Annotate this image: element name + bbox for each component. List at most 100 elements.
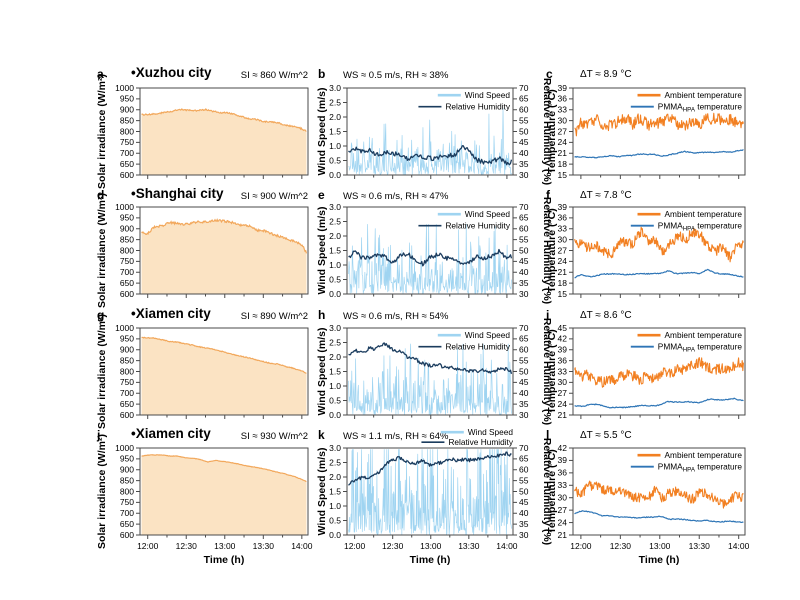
subplot-h-wind-humidity: h WS ≈ 0.6 m/s, RH ≈ 54% 0.0 0.5 1.0 1.5 2.0…: [315, 303, 560, 425]
y2-tick-label: 45: [519, 377, 529, 387]
y-tick-label: 750: [120, 137, 134, 147]
series-solar-irradiance-fill: [141, 109, 307, 175]
y-tick-label: 2.5: [329, 216, 341, 226]
panel-label-h: h: [318, 308, 326, 322]
y-tick-label: 900: [120, 224, 134, 234]
y-tick-label: 15: [558, 289, 568, 299]
y-tick-label: 600: [120, 530, 134, 540]
series-solar-irradiance-fill: [141, 219, 307, 294]
series-wind-speed: [348, 224, 512, 295]
y2-tick-label: 60: [519, 105, 529, 115]
y-tick-label: 24: [558, 137, 568, 147]
y-tick-label: 0.0: [329, 530, 341, 540]
plot-title-dt-l: ΔT ≈ 5.5 °C: [580, 430, 632, 441]
panel-label-c: c: [546, 67, 553, 81]
legend-label-wind-speed: Wind Speed: [465, 330, 511, 340]
y-axis-label: Solar irradiance (W/m²): [96, 434, 108, 549]
panel-label-d: d: [97, 188, 105, 202]
y2-tick-label: 40: [519, 388, 529, 398]
y-tick-label: 24: [558, 256, 568, 266]
y-tick-label: 27: [558, 505, 568, 515]
series-relative-humidity: [348, 248, 513, 267]
y-tick-label: 750: [120, 377, 134, 387]
y-tick-label: 850: [120, 115, 134, 125]
subplot-f-temperature: f ΔT ≈ 7.8 °C 15 18 21 24 27 30 33 36 39 Temperat…: [540, 183, 772, 303]
y-tick-label: 33: [558, 105, 568, 115]
y-tick-label: 1.0: [329, 260, 341, 270]
y2-tick-label: 35: [519, 519, 529, 529]
y2-axis-label: Relative Humidity (%): [541, 197, 553, 304]
y2-axis-label: Relative Humidity (%): [541, 78, 553, 185]
legend-label-wind-speed: Wind Speed: [465, 209, 511, 219]
y-tick-label: 600: [120, 289, 134, 299]
y-tick-label: 21: [558, 410, 568, 420]
x-tick-label: 13:00: [649, 541, 671, 551]
y-tick-label: 3.0: [329, 443, 341, 453]
y-tick-label: 950: [120, 334, 134, 344]
si-annotation-a: SI ≈ 860 W/m^2: [240, 70, 308, 81]
y-axis-label: Solar irradiance (W/m²): [96, 193, 108, 308]
y-tick-label: 30: [558, 493, 568, 503]
x-tick-label: 14:00: [496, 541, 518, 551]
y-tick-label: 950: [120, 94, 134, 104]
y-tick-label: 750: [120, 256, 134, 266]
y-tick-label: 0.5: [329, 395, 341, 405]
plot-title-shanghai: •Shanghai city: [131, 186, 224, 201]
panel-label-i: i: [546, 308, 550, 322]
y-tick-label: 30: [558, 377, 568, 387]
y2-tick-label: 65: [519, 213, 529, 223]
legend-label-ambient-temperature: Ambient temperature: [665, 330, 743, 340]
legend-label-relative-humidity: Relative Humidity: [445, 342, 510, 352]
legend-label-wind-speed: Wind Speed: [468, 427, 514, 437]
x-tick-label: 13:00: [214, 541, 236, 551]
y2-tick-label: 50: [519, 366, 529, 376]
x-tick-label: 12:30: [610, 541, 632, 551]
y-axis-label: Temperature (°C): [546, 329, 558, 414]
y-tick-label: 36: [558, 213, 568, 223]
legend-label-pmma: PMMAHPA temperature: [658, 462, 743, 474]
panel-label-a: a: [97, 67, 104, 81]
y-tick-label: 42: [558, 334, 568, 344]
y2-tick-label: 30: [519, 530, 529, 540]
y-tick-label: 900: [120, 105, 134, 115]
y2-tick-label: 70: [519, 323, 529, 333]
series-solar-irradiance-fill: [141, 337, 307, 415]
y-tick-label: 900: [120, 465, 134, 475]
y-tick-label: 36: [558, 355, 568, 365]
series-ambient-temperature: [574, 357, 744, 388]
y2-tick-label: 40: [519, 267, 529, 277]
series-relative-humidity: [348, 145, 513, 166]
y2-tick-label: 55: [519, 355, 529, 365]
y-tick-label: 2.5: [329, 337, 341, 347]
y-axis-label: Wind Speed (m/s): [316, 88, 328, 176]
y-tick-label: 1.0: [329, 381, 341, 391]
y-tick-label: 0.0: [329, 410, 341, 420]
y-tick-label: 39: [558, 345, 568, 355]
legend-label-relative-humidity: Relative Humidity: [448, 437, 513, 447]
y-tick-label: 24: [558, 517, 568, 527]
y-tick-label: 700: [120, 148, 134, 158]
subplot-k-wind-humidity: k WS ≈ 1.1 m/s, RH ≈ 64% 0.0 0.5 1.0 1.5 2.0…: [315, 423, 560, 575]
legend-label-relative-humidity: Relative Humidity: [445, 102, 510, 112]
y2-tick-label: 30: [519, 289, 529, 299]
y-axis-label: Temperature (°C): [546, 449, 558, 534]
y-tick-label: 0.0: [329, 170, 341, 180]
legend-label-pmma: PMMAHPA temperature: [658, 221, 743, 233]
si-annotation-d: SI ≈ 900 W/m^2: [240, 191, 308, 202]
y-tick-label: 30: [558, 234, 568, 244]
y2-tick-label: 50: [519, 126, 529, 136]
y-tick-label: 800: [120, 486, 134, 496]
subplot-i-temperature: i ΔT ≈ 8.6 °C 21 24 27 30 33 36 39 42 45 Temperat…: [540, 303, 772, 423]
si-annotation-j: SI ≈ 930 W/m^2: [240, 431, 308, 442]
y2-tick-label: 70: [519, 83, 529, 93]
series-solar-irradiance-fill: [141, 454, 307, 535]
y2-tick-label: 45: [519, 137, 529, 147]
y-axis-label: Wind Speed (m/s): [316, 448, 328, 536]
x-tick-label: 14:00: [728, 541, 750, 551]
